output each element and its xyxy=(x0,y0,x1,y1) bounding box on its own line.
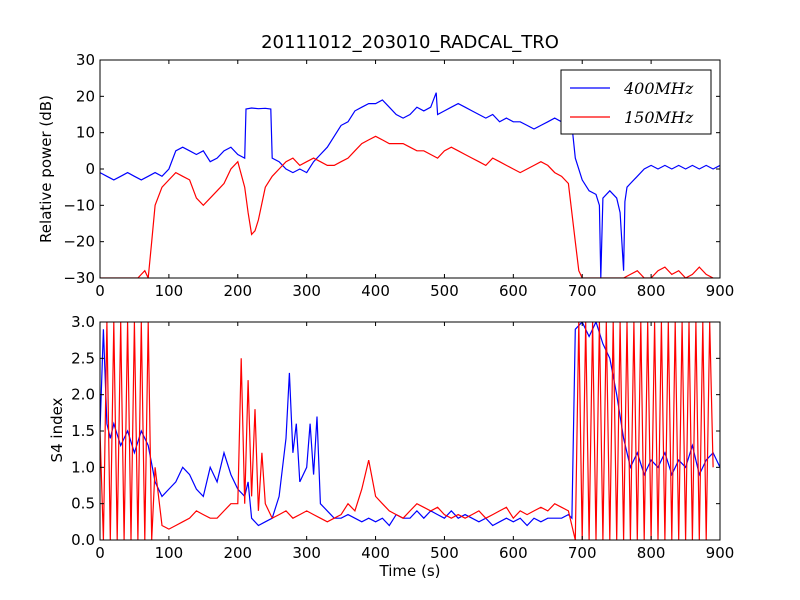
series-line-400mhz-s4 xyxy=(100,322,720,527)
x-tick-label: 600 xyxy=(499,282,528,300)
x-tick-label: 100 xyxy=(155,282,184,300)
y-tick-label: −10 xyxy=(63,196,95,214)
y-tick-label: 1.0 xyxy=(71,458,95,476)
legend-label-150mhz: 150MHz xyxy=(624,108,694,127)
x-tick-label: 800 xyxy=(637,282,666,300)
x-tick-label: 0 xyxy=(95,282,105,300)
x-tick-label: 600 xyxy=(499,544,528,562)
series-line-400mhz-power xyxy=(100,92,720,278)
x-tick-label: 400 xyxy=(361,282,390,300)
power-y-axis-label: Relative power (dB) xyxy=(37,95,55,243)
y-tick-label: 20 xyxy=(76,87,95,105)
legend: 400MHz 150MHz xyxy=(560,69,712,135)
x-tick-label: 200 xyxy=(223,544,252,562)
x-tick-label: 300 xyxy=(292,282,321,300)
x-tick-label: 700 xyxy=(568,544,597,562)
s4-panel: 0 100 200 300 400 500 600 700 800 900 0.0 0.5 1.0 1.5… xyxy=(71,313,734,562)
x-tick-label: 900 xyxy=(706,544,735,562)
time-x-axis-label: Time (s) xyxy=(379,562,441,580)
x-tick-label: 400 xyxy=(361,544,390,562)
chart-title: 20111012_203010_RADCAL_TRO xyxy=(261,32,559,53)
x-tick-label: 100 xyxy=(155,544,184,562)
y-tick-label: 2.0 xyxy=(71,386,95,404)
y-tick-label: −30 xyxy=(63,269,95,287)
x-tick-label: 300 xyxy=(292,544,321,562)
y-tick-label: −20 xyxy=(63,233,95,251)
series-line-150mhz-s4 xyxy=(100,322,714,540)
x-tick-label: 500 xyxy=(430,544,459,562)
y-tick-label: 3.0 xyxy=(71,313,95,331)
x-tick-label: 0 xyxy=(95,544,105,562)
x-tick-label: 700 xyxy=(568,282,597,300)
s4-y-axis-label: S4 index xyxy=(48,397,66,462)
x-tick-label: 200 xyxy=(223,282,252,300)
y-tick-label: 0.0 xyxy=(71,531,95,549)
series-line-150mhz-power xyxy=(100,135,714,278)
y-tick-label: 10 xyxy=(76,124,95,142)
legend-label-400mhz: 400MHz xyxy=(623,79,694,98)
y-tick-label: 30 xyxy=(76,51,95,69)
y-tick-label: 2.5 xyxy=(71,349,95,367)
power-panel: 0 100 200 300 400 500 600 700 800 900 −30 −20 −10 0 10… xyxy=(63,51,734,300)
x-tick-label: 900 xyxy=(706,282,735,300)
x-tick-label: 500 xyxy=(430,282,459,300)
legend-box xyxy=(560,69,712,135)
y-tick-label: 0.5 xyxy=(71,495,95,513)
y-tick-label: 1.5 xyxy=(71,422,95,440)
x-tick-label: 800 xyxy=(637,544,666,562)
y-tick-label: 0 xyxy=(85,160,95,178)
